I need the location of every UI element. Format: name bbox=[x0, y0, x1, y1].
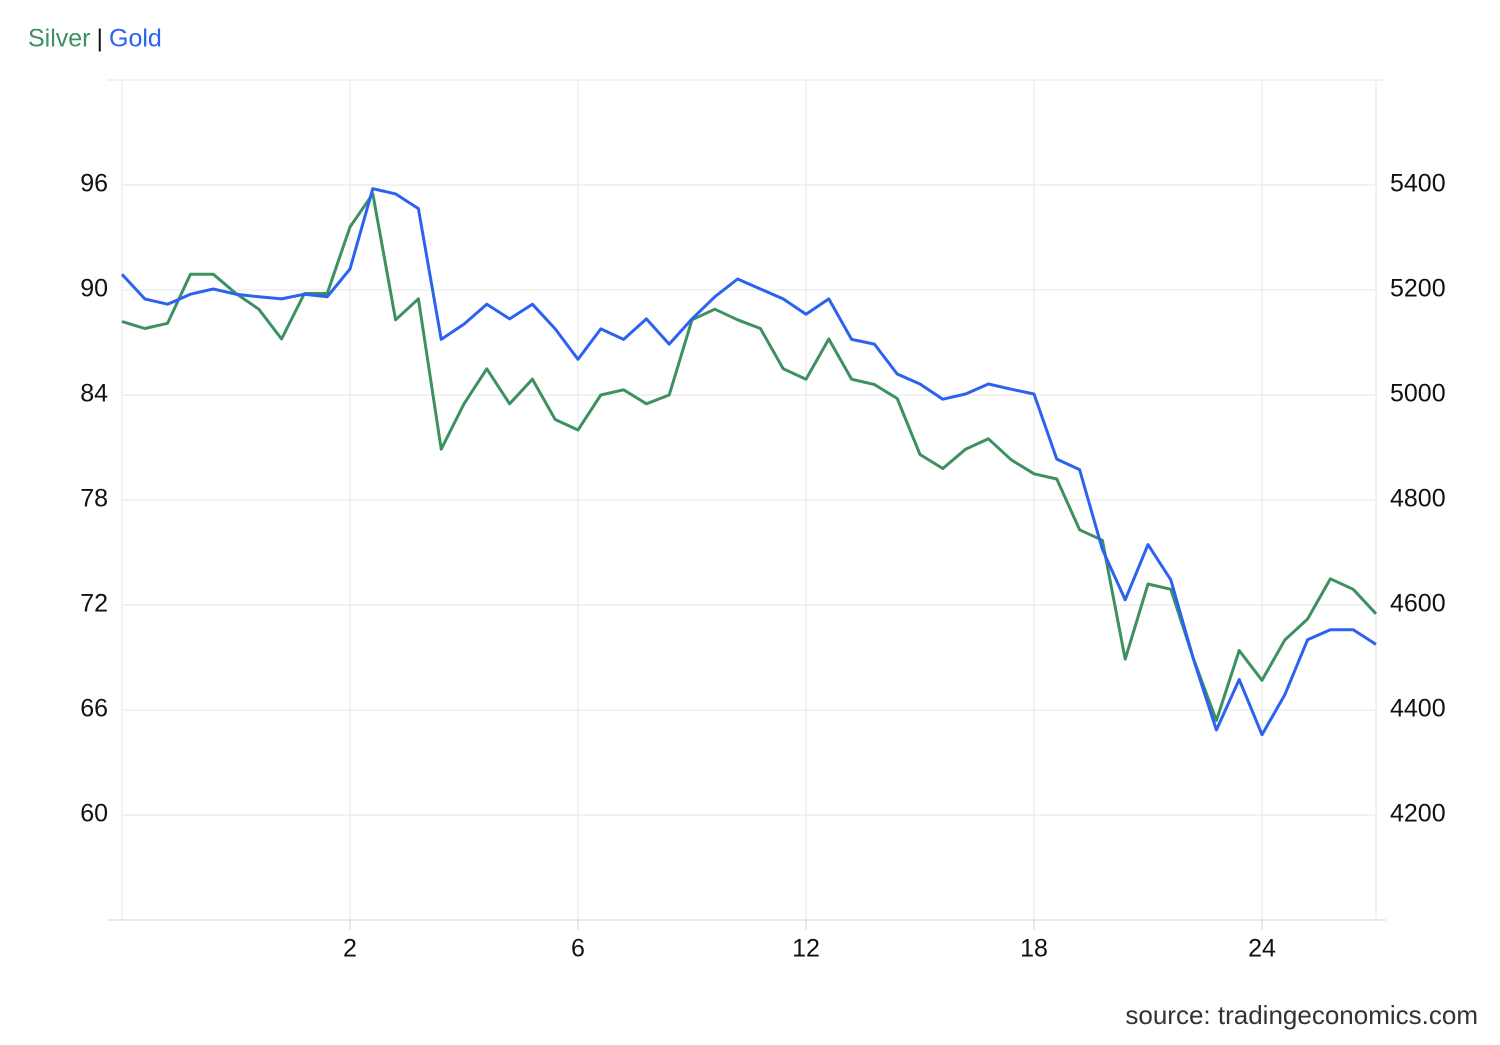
y2-tick-label: 4800 bbox=[1390, 485, 1446, 513]
legend-separator: | bbox=[97, 25, 104, 53]
y2-tick-label: 5000 bbox=[1390, 380, 1446, 408]
x-tick-label: 24 bbox=[1248, 935, 1276, 963]
line-series bbox=[121, 192, 1378, 722]
legend-entry: Gold bbox=[109, 25, 162, 53]
y-tick-label: 72 bbox=[80, 590, 108, 618]
source: source: tradingeconomics.com bbox=[1125, 1000, 1478, 1030]
y2-tick-label: 5200 bbox=[1390, 275, 1446, 303]
x-tick-label: 6 bbox=[571, 935, 585, 963]
x-tick-label: 18 bbox=[1020, 935, 1048, 963]
y2-tick-label: 5400 bbox=[1390, 170, 1446, 198]
x-tick-label: 2 bbox=[343, 935, 357, 963]
x-tick-label: 12 bbox=[792, 935, 820, 963]
y-tick-label: 90 bbox=[80, 275, 108, 303]
line-series bbox=[120, 187, 1377, 737]
y-tick-label: 60 bbox=[80, 800, 108, 828]
y2-tick-label: 4600 bbox=[1390, 590, 1446, 618]
y2-tick-label: 4200 bbox=[1390, 800, 1446, 828]
y-tick-label: 96 bbox=[80, 170, 108, 198]
legend-entry: Silver bbox=[28, 25, 91, 53]
y-tick-label: 78 bbox=[80, 485, 108, 513]
y-tick-label: 66 bbox=[80, 695, 108, 723]
y-tick-label: 84 bbox=[80, 380, 108, 408]
y2-tick-label: 4400 bbox=[1390, 695, 1446, 723]
